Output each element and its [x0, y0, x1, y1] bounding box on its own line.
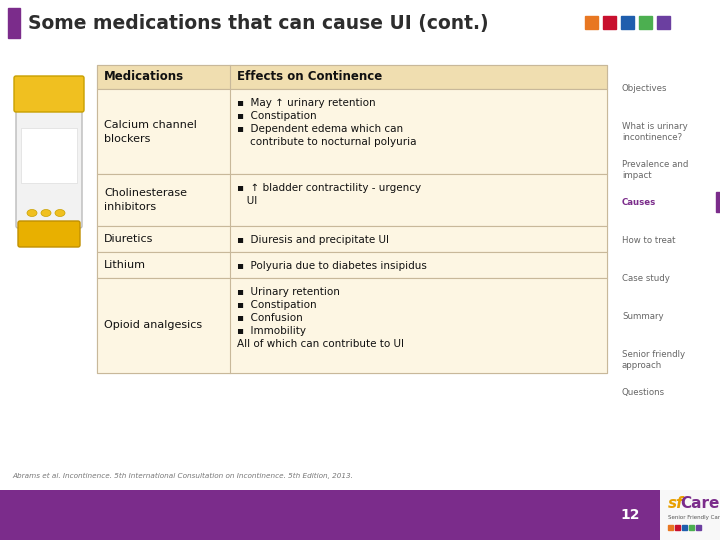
Bar — [682, 525, 687, 530]
Text: Case study: Case study — [622, 274, 670, 283]
Bar — [97, 226, 607, 252]
Text: inhibitors: inhibitors — [104, 202, 156, 212]
Text: Care: Care — [680, 496, 719, 511]
Bar — [0, 490, 660, 540]
Text: ▪  Constipation: ▪ Constipation — [237, 111, 317, 121]
Ellipse shape — [55, 210, 65, 217]
Text: Cholinesterase: Cholinesterase — [104, 188, 187, 198]
Bar — [8, 8, 20, 38]
Bar — [97, 252, 607, 278]
Text: How to treat: How to treat — [622, 236, 675, 245]
FancyBboxPatch shape — [14, 76, 84, 112]
Bar — [97, 278, 607, 373]
Bar — [97, 65, 607, 373]
Text: Effects on Continence: Effects on Continence — [237, 71, 382, 84]
Text: All of which can contribute to UI: All of which can contribute to UI — [237, 339, 404, 349]
Text: Senior Friendly Care: Senior Friendly Care — [668, 516, 720, 521]
Text: Some medications that can cause UI (cont.): Some medications that can cause UI (cont… — [28, 14, 489, 32]
Text: ▪  Constipation: ▪ Constipation — [237, 300, 317, 310]
Text: Opioid analgesics: Opioid analgesics — [104, 321, 202, 330]
Text: ▪  Immobility: ▪ Immobility — [237, 326, 306, 336]
Bar — [668, 525, 673, 530]
Ellipse shape — [27, 210, 37, 217]
Text: ▪  Urinary retention: ▪ Urinary retention — [237, 287, 340, 297]
Bar — [97, 65, 607, 89]
Text: Questions: Questions — [622, 388, 665, 397]
Text: ▪  ↑ bladder contractility - urgency: ▪ ↑ bladder contractility - urgency — [237, 183, 421, 193]
Text: Objectives: Objectives — [622, 84, 667, 93]
Bar — [696, 525, 701, 530]
Text: impact: impact — [622, 171, 652, 180]
Bar — [657, 16, 670, 29]
Bar — [21, 128, 77, 183]
Text: Calcium channel: Calcium channel — [104, 119, 197, 130]
Text: Summary: Summary — [622, 312, 664, 321]
Text: sf: sf — [668, 496, 684, 511]
Text: ▪  Diuresis and precipitate UI: ▪ Diuresis and precipitate UI — [237, 235, 389, 245]
Bar — [97, 174, 607, 226]
Text: incontinence?: incontinence? — [622, 133, 682, 142]
Bar — [639, 16, 652, 29]
Text: Causes: Causes — [622, 198, 656, 207]
Text: ▪  Polyuria due to diabetes insipidus: ▪ Polyuria due to diabetes insipidus — [237, 261, 427, 271]
Bar — [689, 525, 694, 530]
Bar — [97, 89, 607, 174]
Bar — [675, 525, 680, 530]
Text: ▪  Dependent edema which can: ▪ Dependent edema which can — [237, 124, 403, 134]
Bar — [603, 16, 616, 29]
Text: ▪  May ↑ urinary retention: ▪ May ↑ urinary retention — [237, 98, 376, 108]
Text: What is urinary: What is urinary — [622, 122, 688, 131]
Bar — [716, 192, 720, 212]
Text: approach: approach — [622, 361, 662, 370]
Text: Medications: Medications — [104, 71, 184, 84]
Text: blockers: blockers — [104, 133, 150, 144]
Bar — [621, 16, 634, 29]
FancyBboxPatch shape — [18, 221, 80, 247]
Text: Prevalence and: Prevalence and — [622, 160, 688, 169]
Bar — [660, 490, 720, 540]
Text: Lithium: Lithium — [104, 260, 146, 270]
FancyBboxPatch shape — [16, 104, 82, 228]
Text: Senior friendly: Senior friendly — [622, 350, 685, 359]
Text: ▪  Confusion: ▪ Confusion — [237, 313, 302, 323]
Text: Diuretics: Diuretics — [104, 234, 153, 244]
Text: 12: 12 — [620, 508, 640, 522]
Text: Abrams et al. Incontinence. 5th International Consultation on Incontinence. 5th : Abrams et al. Incontinence. 5th Internat… — [12, 473, 353, 479]
Text: UI: UI — [237, 196, 257, 206]
Text: contribute to nocturnal polyuria: contribute to nocturnal polyuria — [237, 137, 416, 147]
Ellipse shape — [41, 210, 51, 217]
Bar — [585, 16, 598, 29]
